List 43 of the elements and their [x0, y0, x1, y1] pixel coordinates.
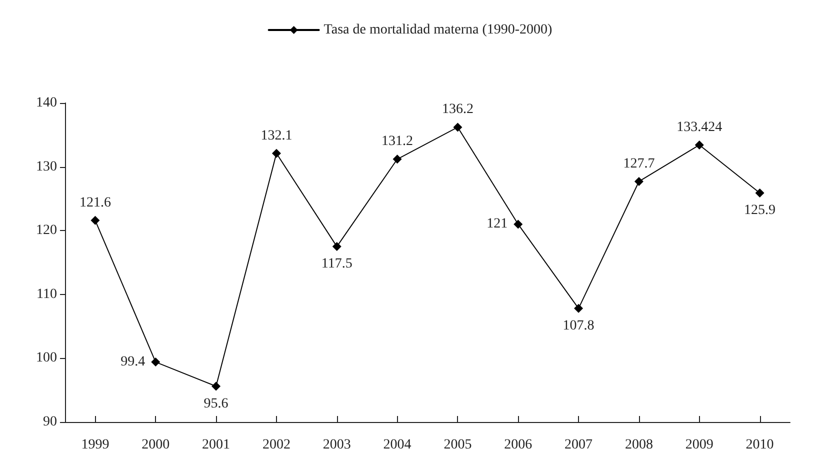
y-tick-label: 120: [36, 223, 57, 238]
y-tick-label: 130: [36, 159, 57, 174]
x-tick-label: 2009: [685, 438, 714, 452]
data-label: 117.5: [321, 256, 352, 272]
x-tick-label: 2004: [383, 438, 412, 452]
y-tick-label: 110: [36, 286, 57, 302]
point: [694, 140, 704, 150]
x-tick-label: 2000: [142, 438, 170, 452]
data-label: 121.6: [79, 195, 111, 210]
x-tick-label: 1999: [81, 438, 110, 452]
point: [272, 148, 281, 158]
x-tick-label: 2005: [444, 438, 472, 452]
point: [392, 154, 402, 164]
x-tick-label: 2002: [262, 438, 290, 452]
point: [634, 176, 644, 186]
data-label: 125.9: [744, 202, 776, 218]
point: [574, 304, 584, 313]
point: [453, 122, 462, 132]
x-tick-label: 2007: [564, 438, 593, 452]
data-label: 131.2: [382, 134, 414, 150]
x-tick-label: 2003: [322, 438, 351, 452]
legend-label: Tasa de mortalidad materna (1990-2000): [324, 22, 553, 38]
x-tick-label: 2010: [746, 438, 774, 452]
x-tick-label: 2006: [504, 438, 532, 452]
data-label: 127.7: [623, 156, 655, 172]
point: [90, 216, 100, 225]
data-label: 107.8: [562, 318, 594, 334]
data-label: 133.424: [676, 120, 722, 135]
point: [514, 220, 523, 229]
point: [332, 242, 342, 252]
data-label: 121: [486, 216, 508, 232]
point: [212, 382, 221, 391]
y-tick-label: 90: [43, 414, 57, 430]
data-label: 132.1: [260, 128, 292, 144]
point: [151, 358, 160, 367]
y-tick-label: 140: [36, 96, 57, 110]
data-label: 136.2: [442, 102, 474, 118]
data-label: 99.4: [120, 354, 146, 370]
data-label: 95.6: [204, 396, 228, 412]
y-tick-label: 100: [36, 350, 57, 366]
x-tick-label: 2001: [202, 438, 230, 452]
x-tick-label: 2008: [624, 438, 653, 452]
point: [755, 188, 764, 198]
